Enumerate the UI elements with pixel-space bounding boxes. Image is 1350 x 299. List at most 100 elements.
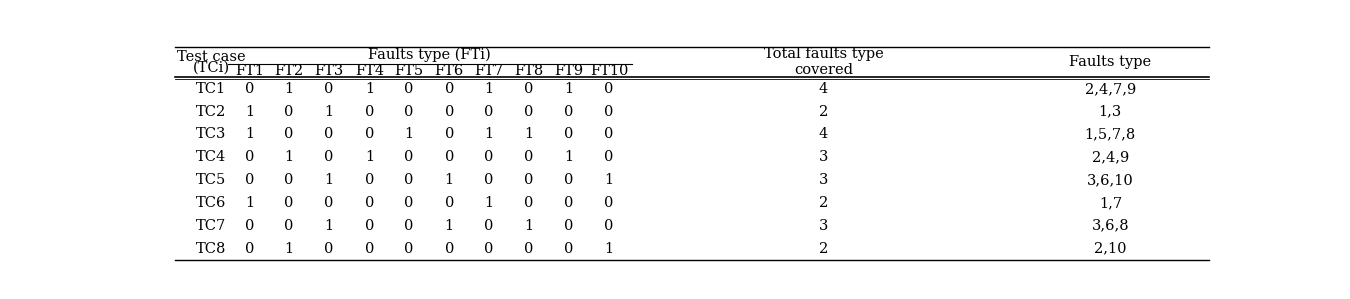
Text: 1: 1 (285, 82, 293, 96)
Text: 1: 1 (525, 219, 533, 233)
Text: 0: 0 (485, 173, 494, 187)
Text: 0: 0 (564, 173, 574, 187)
Text: FT2: FT2 (274, 63, 304, 77)
Text: TC2: TC2 (196, 105, 227, 119)
Text: 1: 1 (364, 82, 374, 96)
Text: 0: 0 (444, 105, 454, 119)
Text: 0: 0 (564, 242, 574, 256)
Text: 0: 0 (285, 127, 293, 141)
Text: 0: 0 (444, 82, 454, 96)
Text: 0: 0 (524, 150, 533, 164)
Text: 0: 0 (364, 105, 374, 119)
Text: 0: 0 (364, 242, 374, 256)
Text: 1: 1 (364, 150, 374, 164)
Text: 2,10: 2,10 (1094, 242, 1127, 256)
Text: 0: 0 (244, 173, 254, 187)
Text: 0: 0 (324, 242, 333, 256)
Text: 0: 0 (324, 127, 333, 141)
Text: 0: 0 (485, 150, 494, 164)
Text: 4: 4 (819, 127, 829, 141)
Text: 3,6,10: 3,6,10 (1087, 173, 1134, 187)
Text: 1: 1 (444, 219, 454, 233)
Text: 1,7: 1,7 (1099, 196, 1122, 210)
Text: 0: 0 (524, 105, 533, 119)
Text: 0: 0 (605, 196, 614, 210)
Text: 0: 0 (524, 173, 533, 187)
Text: 1: 1 (244, 196, 254, 210)
Text: 0: 0 (404, 150, 413, 164)
Text: 0: 0 (404, 105, 413, 119)
Text: 1: 1 (285, 242, 293, 256)
Text: 0: 0 (364, 196, 374, 210)
Text: 0: 0 (404, 219, 413, 233)
Text: 1: 1 (324, 173, 333, 187)
Text: Test case: Test case (177, 51, 246, 65)
Text: 0: 0 (324, 82, 333, 96)
Text: 1,5,7,8: 1,5,7,8 (1085, 127, 1135, 141)
Text: 0: 0 (564, 127, 574, 141)
Text: FT5: FT5 (394, 63, 424, 77)
Text: 2: 2 (819, 242, 829, 256)
Text: 1: 1 (405, 127, 413, 141)
Text: 0: 0 (524, 82, 533, 96)
Text: 0: 0 (404, 196, 413, 210)
Text: TC7: TC7 (196, 219, 227, 233)
Text: TC1: TC1 (196, 82, 227, 96)
Text: 0: 0 (524, 242, 533, 256)
Text: 1: 1 (485, 196, 493, 210)
Text: FT1: FT1 (235, 63, 263, 77)
Text: 3: 3 (819, 173, 829, 187)
Text: 3: 3 (819, 219, 829, 233)
Text: 0: 0 (564, 219, 574, 233)
Text: 1: 1 (324, 219, 333, 233)
Text: 2,4,7,9: 2,4,7,9 (1085, 82, 1135, 96)
Text: TC8: TC8 (196, 242, 227, 256)
Text: 1: 1 (485, 82, 493, 96)
Text: Faults type (FTi): Faults type (FTi) (367, 47, 490, 62)
Text: 0: 0 (444, 242, 454, 256)
Text: TC5: TC5 (196, 173, 227, 187)
Text: 0: 0 (244, 219, 254, 233)
Text: 0: 0 (404, 82, 413, 96)
Text: 1: 1 (244, 105, 254, 119)
Text: 0: 0 (444, 127, 454, 141)
Text: FT4: FT4 (355, 63, 383, 77)
Text: 1: 1 (285, 150, 293, 164)
Text: 0: 0 (485, 242, 494, 256)
Text: 0: 0 (605, 219, 614, 233)
Text: 0: 0 (324, 150, 333, 164)
Text: 0: 0 (444, 150, 454, 164)
Text: 0: 0 (524, 196, 533, 210)
Text: 1: 1 (485, 127, 493, 141)
Text: 0: 0 (244, 242, 254, 256)
Text: 0: 0 (605, 127, 614, 141)
Text: 0: 0 (605, 82, 614, 96)
Text: 0: 0 (285, 173, 293, 187)
Text: 2: 2 (819, 196, 829, 210)
Text: 0: 0 (244, 150, 254, 164)
Text: TC3: TC3 (196, 127, 227, 141)
Text: 0: 0 (485, 219, 494, 233)
Text: 2: 2 (819, 105, 829, 119)
Text: 0: 0 (364, 127, 374, 141)
Text: Faults type: Faults type (1069, 55, 1152, 69)
Text: FT10: FT10 (590, 63, 628, 77)
Text: (TCi): (TCi) (193, 60, 230, 74)
Text: 0: 0 (404, 173, 413, 187)
Text: 1: 1 (324, 105, 333, 119)
Text: FT7: FT7 (474, 63, 504, 77)
Text: 1,3: 1,3 (1099, 105, 1122, 119)
Text: FT9: FT9 (554, 63, 583, 77)
Text: 0: 0 (485, 105, 494, 119)
Text: FT8: FT8 (514, 63, 544, 77)
Text: 0: 0 (444, 196, 454, 210)
Text: 1: 1 (605, 242, 613, 256)
Text: 0: 0 (564, 105, 574, 119)
Text: 0: 0 (285, 219, 293, 233)
Text: 0: 0 (285, 196, 293, 210)
Text: TC6: TC6 (196, 196, 227, 210)
Text: 1: 1 (564, 82, 574, 96)
Text: 0: 0 (285, 105, 293, 119)
Text: 0: 0 (564, 196, 574, 210)
Text: 0: 0 (364, 173, 374, 187)
